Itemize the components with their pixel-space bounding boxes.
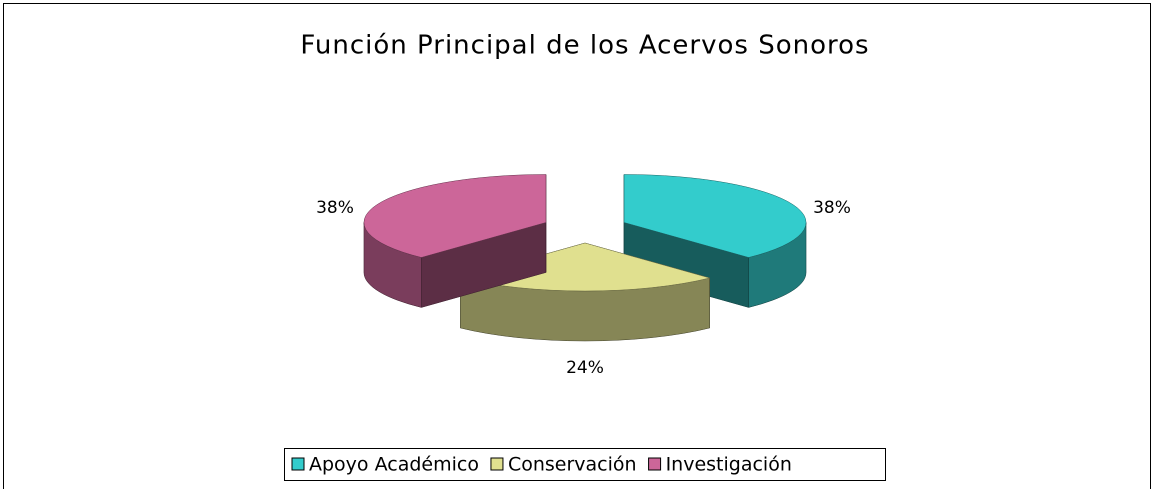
legend-items: Apoyo Académico Conservación Investigación xyxy=(291,454,792,476)
legend-swatch xyxy=(490,457,504,471)
legend-label: Investigación xyxy=(666,454,792,476)
legend-label: Apoyo Académico xyxy=(309,454,479,476)
pie-slice xyxy=(363,174,547,308)
pie-slice xyxy=(623,174,807,308)
pie-slice xyxy=(459,242,711,342)
legend-swatch xyxy=(291,457,305,471)
legend-label: Conservación xyxy=(508,454,637,476)
slice-top xyxy=(623,174,807,258)
pie: 38% 24% 38% xyxy=(316,174,851,378)
data-label: 24% xyxy=(566,358,604,378)
data-label: 38% xyxy=(813,198,851,218)
chart-title: Función Principal de los Acervos Sonoros xyxy=(300,31,869,61)
slice-top xyxy=(363,174,547,258)
legend-swatch xyxy=(648,457,662,471)
chart-frame xyxy=(3,3,1151,489)
legend xyxy=(284,448,886,481)
data-label: 38% xyxy=(316,198,354,218)
